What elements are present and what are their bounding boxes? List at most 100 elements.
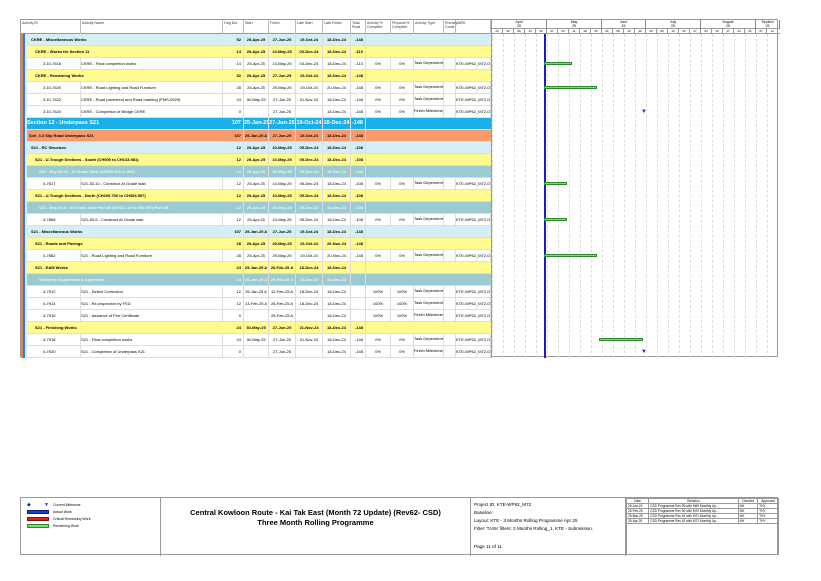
column-header-cell: Start [244,20,269,34]
cell-lf: 18-Dec-24 [323,70,351,82]
cell-dur: 28 [223,238,244,250]
cell-start: 30-May-25 [244,322,269,334]
gridline [723,34,724,358]
gridline [668,34,669,358]
wbs-band-row[interactable]: CKRE - Miscellaneous Works 52 25-Apr-25 27-… [21,34,491,46]
cell-type: Finish Milestone [414,310,444,322]
cell-dur: 24 [223,274,244,286]
gridline [547,34,548,358]
gridline [756,34,757,358]
cell-dur: 12 [223,166,244,178]
cell-tf [351,274,366,286]
wbs-band-row[interactable]: CKRE - Remaining Works 52 25-Apr-25 27-Jun-… [21,70,491,82]
column-header-cell: Finish [269,20,296,34]
week-label: 10 [712,29,723,34]
wbs-name: Sch_4.3 Slip Road Underpass S21 [29,133,94,138]
cell-primary-constraint [444,310,456,322]
week-label: 01 [602,29,613,34]
cell-lf: 18-Dec-24 [323,214,351,226]
wbs-band-row[interactable]: S21 - Bay 83-10 - At Grade Slab (CH009.3… [21,166,491,178]
week-label: 06 [514,29,525,34]
wbs-band-row[interactable]: Sch_4.3 Slip Road Underpass S21 107 25-Jan… [21,130,491,142]
cell-wbs: KTE-WP62_M72.O [456,214,491,226]
wbs-name: CKRE - Miscellaneous Works [31,37,87,42]
cell-ls: 05-Dec-24 [296,178,323,190]
cell-start: 30-May-25 [244,334,269,346]
activity-row[interactable]: 3.10-7622 CKRE - Road pavement and Road m… [21,94,491,106]
cell-wbs: KTE-WP62_M72.O [456,286,491,298]
activity-row[interactable]: 4-7912 S21 - Defect Correction 12 25-Jan-25… [21,286,491,298]
cell-ls: 19-Oct-24 [296,70,323,82]
cell-ls: 21-Nov-24 [296,322,323,334]
cell-dur: 107 [223,226,244,238]
cell-dur: 14 [223,46,244,58]
week-label: 25 [591,29,602,34]
week-label: 27 [690,29,701,34]
cell-tf: -108 [351,202,366,214]
wbs-name: S21 - U-Trough Sections - South (CH000 t… [35,157,139,162]
cell-wbs: KTE-WP62_M72.O [456,334,491,346]
cell-ls: 05-Dec-24 [296,154,323,166]
cell-tf: -148 [351,130,366,142]
week-label: 07 [756,29,767,34]
activity-row[interactable]: 4-7918 S21 - Final completion works 24 30-M… [21,334,491,346]
cell-start: 25-Jan-25 A [244,274,269,286]
cell-type: Task Dependent [414,58,444,70]
cell-finish: 10-May-25 [269,202,296,214]
cell-lf: 18-Dec-24 [323,34,351,46]
cell-id: 4-7914 [43,298,81,310]
cell-finish: 26-Feb-25 A [269,310,296,322]
cell-lf: 18-Dec-24 [323,118,351,130]
page-footer: ◆ ▼ Current Milestone Actual Work Critical… [20,497,779,556]
cell-primary-constraint [444,214,456,226]
cell-ac: 0% [366,106,391,118]
gridline [767,34,768,358]
wbs-band-row[interactable]: S21 - U-Trough Sections - South (CH000 t… [21,154,491,166]
gridline [602,34,603,358]
timescale-weeks: 23 30 06 13 20 27 04 11 18 25 01 08 15 22 29 06 13 20 27 03… [492,29,780,34]
activity-row[interactable]: 4-7914 S21 - Re-inspection by FSD 12 13-Feb… [21,298,491,310]
week-label: 20 [679,29,690,34]
cell-tf: -108 [351,178,366,190]
cell-finish: 10-May-25 [269,214,296,226]
wbs-band-row[interactable]: Statutory Inspections & Approvals 24 25-Ja… [21,274,491,286]
project-info: Project ID: KTE-WP62_M72 Baseline: Layou… [471,498,626,556]
cell-tf [351,262,366,274]
activity-row[interactable]: 3.10-7624 CKRE - Completion of Bridge CKR… [21,106,491,118]
remaining-work-bar [543,218,568,221]
week-label: 29 [646,29,657,34]
activity-row[interactable]: 3.10-7616 CKRE - Final completion works 14… [21,58,491,70]
cell-primary-constraint [444,82,456,94]
cell-lf: 18-Dec-24 [323,190,351,202]
column-header-cell: Activity % Complete [366,20,391,34]
wbs-band-row[interactable]: S21 - Roads and Pavings 28 25-Apr-25 29-May… [21,238,491,250]
cell-ac: 0% [366,334,391,346]
cell-tf [351,286,366,298]
activity-row[interactable]: 4-7920 S21 - Completion of Underpass S21 0… [21,346,491,358]
cell-ls: 05-Dec-24 [296,142,323,154]
activity-row[interactable]: 4-7817 S21-83-10 - Construct At Grade sla… [21,178,491,190]
wbs-band-row[interactable]: S21 - RC Structure 12 25-Apr-25 10-May-25 05… [21,142,491,154]
cell-start: 25-Apr-25 [244,202,269,214]
cell-id: 4-7916 [43,310,81,322]
activity-row[interactable]: 4-7882 S21 - Road Lighting and Road Furni… [21,250,491,262]
cell-lf: 18-Dec-24 [323,130,351,142]
cell-primary-constraint [444,334,456,346]
activity-row[interactable]: 4-7916 S21 - Issuance of Fire Certificate… [21,310,491,322]
wbs-band-row[interactable]: S21 - U-Trough Sections - North (CH205.7… [21,190,491,202]
week-label: 08 [613,29,624,34]
activity-row[interactable]: 4-7868 S21-83-9 - Construct At Grade slab… [21,214,491,226]
wbs-band-row[interactable]: S21 - Bay 83-9 - At Grade Slab Part 3B (… [21,202,491,214]
report-title: Central Kowloon Route - Kai Tak East (Mo… [161,498,471,556]
month-name: August [722,20,734,24]
legend-label: Remaining Work [53,523,79,528]
cell-wbs: KTE-WP62_M72.O [456,106,491,118]
wbs-band-row[interactable]: S21 - Finishing Works 24 30-May-25 27-Jun-2… [21,322,491,334]
cell-finish: 27-Jun-25 [269,322,296,334]
cell-tf: -148 [351,118,366,130]
wbs-band-row[interactable]: CKRE - Works for Section 11 14 25-Apr-25 13… [21,46,491,58]
activity-row[interactable]: 3.10-7620 CKRE - Road Lighting and Road F… [21,82,491,94]
